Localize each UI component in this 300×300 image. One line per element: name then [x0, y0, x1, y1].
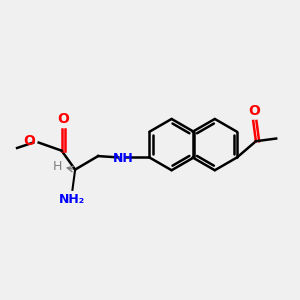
Text: H: H	[53, 160, 62, 173]
Text: NH₂: NH₂	[59, 193, 86, 206]
Text: O: O	[23, 134, 35, 148]
Text: NH: NH	[113, 152, 134, 165]
Text: O: O	[57, 112, 69, 126]
Text: O: O	[249, 104, 260, 118]
